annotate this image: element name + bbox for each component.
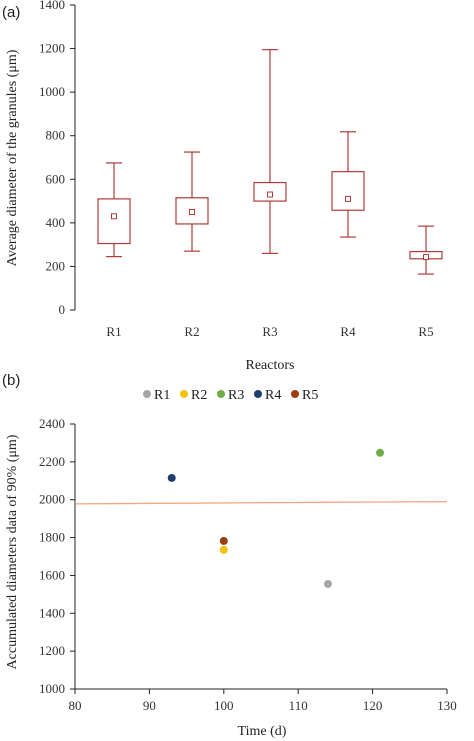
box-center-marker [345,195,351,202]
box-plot-x-axis-title: Reactors [246,358,295,373]
y-tick-label: 2000 [39,492,65,507]
box-plot-y-axis-title: Average diameter of the granules (μm) [5,49,20,266]
x-tick-label: 90 [143,698,156,713]
legend-label: R4 [265,388,281,403]
box-center-marker [111,213,117,220]
scatter-axes [74,424,447,690]
x-tick-label: 130 [437,698,457,713]
legend-label: R5 [302,388,318,403]
legend-marker [217,390,225,398]
box-r5 [409,225,443,275]
legend-item-r5: R5 [291,388,318,403]
y-tick-label: 1400 [39,605,65,620]
legend-item-r2: R2 [180,388,207,403]
box-plot-x-ticks: R1 R2 R3 R4 R5 [106,324,433,339]
x-tick-label: R5 [418,324,433,339]
scatter-x-axis-title: Time (d) [238,724,287,739]
scatter-y-axis-title: Accumulated diameters data of 90% (μm) [5,434,20,669]
legend-item-r1: R1 [143,388,170,403]
box-center-marker [267,191,273,198]
scatter-y-ticks: 1000 1200 1400 1600 1800 2000 2200 2400 [39,416,75,696]
box-r1 [97,162,131,258]
scatter-trendline [74,500,448,505]
scatter-legend: R1 R2 R3 R4 R5 [143,388,318,403]
x-tick-label: 110 [289,698,308,713]
legend-label: R2 [191,388,207,403]
trendline [74,500,448,505]
box-r3 [253,49,287,254]
panel-a-label: (a) [2,4,20,21]
legend-label: R1 [154,388,170,403]
box-plot-boxes [97,49,443,275]
point-r4 [167,473,176,482]
y-tick-label: 0 [59,302,66,317]
legend-marker [180,390,188,398]
y-tick-label: 1600 [39,567,65,582]
panel-b-label: (b) [2,372,20,389]
y-tick-label: 1200 [39,41,65,56]
y-tick-label: 600 [46,171,66,186]
point-r1 [323,579,332,588]
box-iqr [175,197,209,225]
legend-marker [143,390,151,398]
point-r2 [219,545,228,554]
y-tick-label: 2200 [39,454,65,469]
y-tick-label: 1000 [39,681,65,696]
x-tick-label: R1 [106,324,121,339]
y-tick-label: 1200 [39,643,65,658]
legend-marker [254,390,262,398]
box-center-marker [423,254,429,261]
box-plot-y-ticks: 0 200 400 600 800 1000 1200 1400 [39,0,75,317]
x-tick-label: 80 [69,698,82,713]
box-r4 [331,131,365,238]
y-tick-label: 2400 [39,416,65,431]
box-iqr [331,171,365,211]
legend-item-r3: R3 [217,388,244,403]
y-tick-label: 1000 [39,84,65,99]
legend-label: R3 [228,388,244,403]
x-tick-label: 100 [214,698,234,713]
box-iqr [97,198,131,245]
box-r2 [175,151,209,252]
y-tick-label: 200 [46,258,66,273]
scatter-x-ticks: 80 90 100 110 120 130 [69,689,457,713]
y-tick-label: 1800 [39,530,65,545]
legend-marker [291,390,299,398]
legend-item-r4: R4 [254,388,281,403]
scatter-points [167,448,385,588]
y-tick-label: 800 [46,128,66,143]
y-tick-label: 1400 [39,0,65,12]
y-tick-label: 400 [46,215,66,230]
x-tick-label: 120 [363,698,383,713]
x-tick-label: R4 [340,324,356,339]
point-r3 [376,448,385,457]
box-center-marker [189,208,195,215]
x-tick-label: R3 [262,324,277,339]
x-tick-label: R2 [184,324,199,339]
point-r5 [219,536,228,545]
